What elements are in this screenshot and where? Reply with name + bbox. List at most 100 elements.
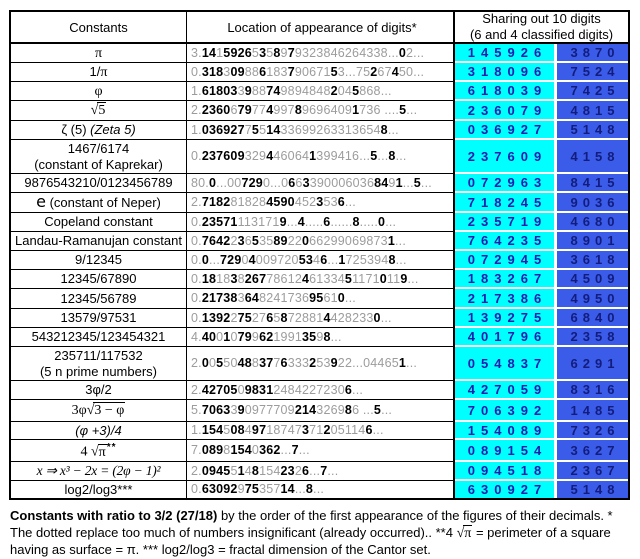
six-classified-digits-cell: 318096 [455, 63, 557, 82]
constant-label: 12345/56789 [61, 291, 137, 307]
label-segment: (φ +3)/4 [75, 422, 122, 438]
insignificant-digits: 0...0 [262, 175, 289, 190]
first-occurrence-digits: 79 [237, 329, 252, 344]
insignificant-digits: 868... [359, 83, 392, 98]
insignificant-digits: 3 [223, 64, 231, 79]
constant-label-cell: 9/12345 [11, 251, 187, 270]
constant-label-cell: 1/π [11, 63, 187, 82]
insignificant-digits: 2. [191, 463, 202, 478]
first-occurrence-digits: 63092 [201, 482, 238, 496]
insignificant-digits: ..... [359, 214, 379, 229]
label-segment: 13579/97531 [60, 310, 137, 325]
insignificant-digits: 736 .... [359, 103, 400, 117]
digits-location-cell: 2. 0 0 5 50 48 8 37 7 6 333 2 53 9 22...04465 1... [187, 347, 455, 381]
insignificant-digits: ... [280, 443, 292, 457]
first-occurrence-digits: 21738 [201, 291, 238, 305]
insignificant-digits: 05114 [330, 423, 366, 437]
constant-label: x ⇒ x³ − 2x = (2φ − 1)² [37, 463, 161, 479]
insignificant-digits: 0. [191, 214, 202, 229]
insignificant-digits: 390006036 [309, 175, 375, 190]
first-occurrence-digits: 8 [294, 103, 302, 117]
first-occurrence-digits: 036927 [201, 122, 245, 137]
first-occurrence-digits: 6 [288, 175, 296, 190]
insignificant-digits: 5 [273, 310, 281, 325]
constant-label: 12345/67890 [61, 271, 137, 287]
insignificant-digits: 0977709 [244, 403, 295, 417]
six-classified-digits-cell: 072963 [455, 174, 557, 193]
first-occurrence-digits: 3 [230, 271, 238, 286]
constant-label: 13579/97531 [61, 310, 137, 326]
insignificant-digits: 22 [287, 233, 302, 248]
insignificant-digits: 3 [230, 403, 238, 417]
insignificant-digits: ... [395, 252, 407, 267]
six-classified-digits-cell: 089154 [455, 440, 557, 462]
first-occurrence-digits: 729 [241, 175, 263, 190]
constant-label-cell: √5 [11, 101, 187, 121]
constant-label: Landau-Ramanujan constant [15, 233, 182, 249]
first-occurrence-digits: 84 [374, 175, 389, 190]
four-classified-digits-cell: 2358 [557, 328, 628, 347]
insignificant-digits: ... [381, 403, 393, 417]
label-segment: (constant of Neper) [45, 195, 161, 210]
insignificant-digits: 8 [251, 356, 260, 370]
label-segment: √ [90, 103, 99, 118]
insignificant-digits: ... [344, 195, 356, 209]
label-segment: x ⇒ x³ − 2x = (2φ − 1)² [36, 463, 161, 478]
insignificant-digits: 11 [386, 271, 401, 286]
digits-location-cell: 0. 318 3 09 88 6 183 7 90671 5 3...75 2 67 4 50... [187, 63, 455, 82]
insignificant-digits: 3. [191, 45, 202, 60]
first-occurrence-digits: 8 [280, 310, 288, 325]
first-occurrence-digits: 3 [259, 45, 267, 60]
first-occurrence-digits: 7063 [201, 403, 231, 417]
four-classified-digits-cell: 8901 [557, 232, 628, 251]
insignificant-digits: 1171 [352, 271, 380, 286]
first-occurrence-digits: 4 [297, 214, 305, 229]
insignificant-digits: 27 [251, 310, 267, 325]
insignificant-digits: 90671 [294, 64, 331, 79]
insignificant-digits: 452 [294, 195, 317, 209]
insignificant-digits: 0 [216, 329, 224, 344]
first-occurrence-digits: 8 [323, 329, 331, 344]
first-occurrence-digits: 18 [201, 271, 217, 286]
insignificant-digits: 9323846264338... [294, 45, 399, 60]
first-occurrence-digits: 214 [294, 403, 317, 417]
label-segment: (5 n prime numbers) [39, 363, 158, 379]
insignificant-digits: ... [377, 149, 389, 163]
insignificant-digits: 4 [313, 252, 321, 267]
first-occurrence-digits: 7 [291, 443, 299, 457]
insignificant-digits: ... [313, 482, 325, 496]
first-occurrence-digits: 6 [259, 64, 267, 79]
digits-location-cell: 3. 14 1 5926 5 3 5 8 9 7 9323846264338... 0 2... [187, 44, 455, 63]
insignificant-digits: 4 [244, 423, 252, 437]
insignificant-digits: 4 [244, 463, 252, 478]
insignificant-digits: 1. [191, 423, 202, 437]
constant-label-cell: 9876543210/0123456789 [11, 174, 187, 193]
constant-label: φ [94, 83, 102, 100]
constant-label-cell: ζ (5) (Zeta 5) [11, 121, 187, 140]
first-occurrence-digits: 4590 [266, 195, 295, 209]
insignificant-digits: ...... [330, 214, 353, 229]
first-occurrence-digits: 3 [316, 195, 324, 209]
four-classified-digits-cell: 3870 [557, 44, 628, 63]
first-occurrence-digits: 5 [399, 103, 407, 117]
header-location: Location of appearance of digits* [187, 12, 455, 44]
insignificant-digits: 9 [251, 329, 260, 344]
constant-label-line2: (5 n prime numbers) [40, 364, 157, 380]
insignificant-digits: 2 [230, 310, 238, 325]
four-classified-digits-cell: 7425 [557, 82, 628, 101]
insignificant-digits: 0 [241, 252, 249, 267]
first-occurrence-digits: 95 [309, 291, 324, 305]
first-occurrence-digits: 0 [373, 310, 381, 325]
first-occurrence-digits: 5926 [223, 45, 252, 60]
digits-location-cell: 0. 0... 729 0 4 009720 53 4 6... 1 725394 8... [187, 251, 455, 270]
first-occurrence-digits: 14 [201, 45, 217, 60]
first-occurrence-digits: 6 [266, 310, 274, 325]
digits-location-cell: 0. 7642 2 3 6 5 35 89 22 0 66299069873 1... [187, 232, 455, 251]
constant-label: 1467/6174 [68, 141, 129, 157]
constant-label: 1/π [90, 64, 108, 81]
first-occurrence-digits: 2 [309, 356, 317, 370]
label-segment: by the order of the first appearance of … [10, 508, 613, 540]
insignificant-digits: 0. [191, 149, 202, 163]
insignificant-digits: 0. [191, 233, 202, 248]
four-classified-digits-cell: 7524 [557, 63, 628, 82]
